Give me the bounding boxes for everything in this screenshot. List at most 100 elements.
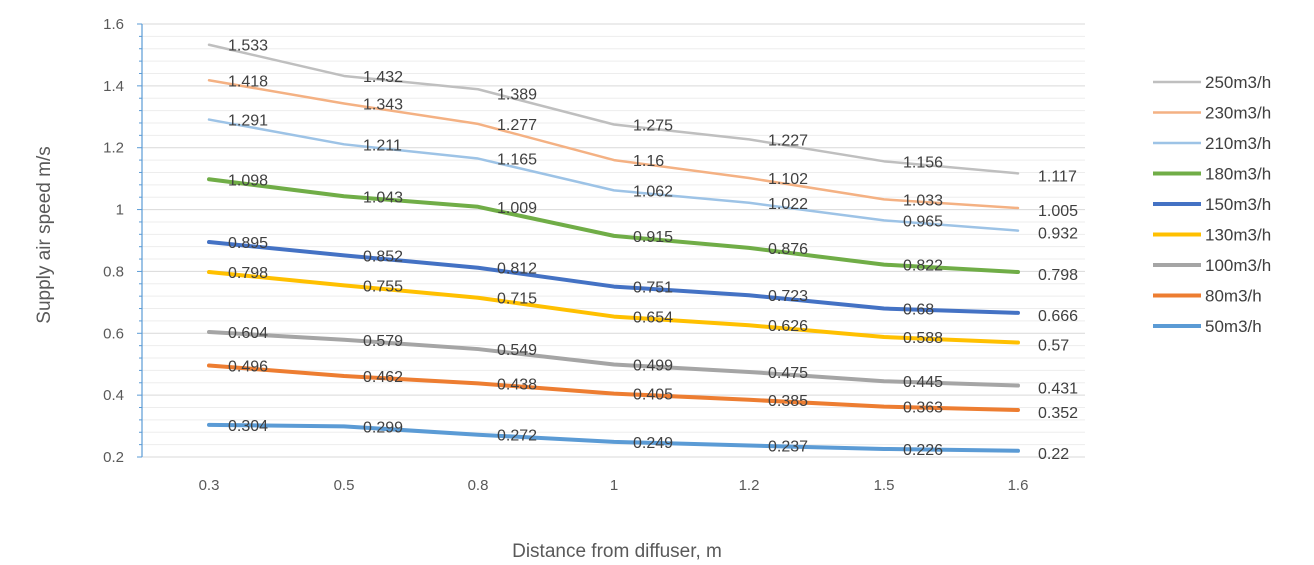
data-label: 1.432 [363, 69, 403, 86]
data-label: 1.389 [497, 86, 537, 103]
data-label: 1.343 [363, 96, 403, 113]
data-label: 0.822 [903, 258, 943, 275]
data-label: 1.418 [228, 73, 268, 90]
data-label: 1.165 [497, 152, 537, 169]
data-label: 0.385 [768, 393, 808, 410]
x-tick-label: 0.8 [468, 477, 489, 494]
data-label: 0.666 [1038, 308, 1078, 325]
data-label: 0.798 [1038, 267, 1078, 284]
data-label: 0.405 [633, 387, 673, 404]
data-label: 1.291 [228, 113, 268, 130]
x-tick-label: 1.6 [1008, 477, 1029, 494]
data-label: 0.755 [363, 278, 403, 295]
data-label: 0.852 [363, 248, 403, 265]
data-label: 0.654 [633, 310, 673, 327]
y-tick-label: 0.8 [103, 263, 124, 280]
data-label: 0.68 [903, 302, 934, 319]
series-lines [207, 43, 1020, 453]
y-tick-label: 0.6 [103, 325, 124, 342]
legend-label: 250m3/h [1205, 73, 1271, 92]
legend-label: 230m3/h [1205, 104, 1271, 123]
data-label: 1.275 [633, 118, 673, 135]
y-tick-label: 1.2 [103, 140, 124, 157]
data-label: 0.751 [633, 280, 673, 297]
series-line-150m3-h [207, 240, 1020, 315]
series-line-130m3-h [207, 270, 1020, 345]
data-label: 0.588 [903, 330, 943, 347]
y-tick-label: 1.6 [103, 16, 124, 33]
data-label: 1.211 [363, 137, 402, 154]
data-label: 0.249 [633, 435, 673, 452]
data-label: 1.16 [633, 153, 664, 170]
data-label: 1.117 [1038, 168, 1077, 185]
data-label: 0.272 [497, 428, 537, 445]
data-label: 0.237 [768, 439, 808, 456]
data-label: 0.431 [1038, 381, 1078, 398]
data-label: 0.579 [363, 333, 403, 350]
data-label: 0.723 [768, 288, 808, 305]
data-label: 0.445 [903, 374, 943, 391]
x-tick-label: 0.5 [334, 477, 355, 494]
data-label: 0.798 [228, 265, 268, 282]
data-label: 0.496 [228, 358, 268, 375]
data-label: 1.009 [497, 200, 537, 217]
data-label: 0.932 [1038, 226, 1078, 243]
legend-label: 80m3/h [1205, 287, 1262, 306]
data-label: 1.156 [903, 154, 943, 171]
data-label: 0.876 [768, 241, 808, 258]
y-tick-label: 1.4 [103, 78, 124, 95]
data-label: 1.098 [228, 172, 268, 189]
data-label: 1.227 [768, 132, 808, 149]
data-label: 0.22 [1038, 446, 1069, 463]
data-label: 1.022 [768, 196, 808, 213]
data-label: 0.304 [228, 418, 268, 435]
data-label: 0.438 [497, 376, 537, 393]
data-label: 0.965 [903, 213, 943, 230]
data-label: 1.005 [1038, 203, 1078, 220]
x-tick-label: 1 [610, 477, 618, 494]
data-label: 0.626 [768, 318, 808, 335]
data-label: 0.352 [1038, 405, 1078, 422]
data-label: 0.57 [1038, 338, 1069, 355]
axes: 0.2 0.4 0.6 0.8 1 1.2 1.4 1.6 0.3 0.5 0.8 1 1.2 1.5 1.… [103, 16, 1028, 494]
data-label: 1.062 [633, 183, 673, 200]
data-label: 0.462 [363, 369, 403, 386]
data-label: 0.299 [363, 419, 403, 436]
data-labels: 1.533 1.432 1.389 1.275 1.227 1.156 1.117 1.418… [228, 38, 1078, 463]
data-label: 1.033 [903, 192, 943, 209]
legend-label: 100m3/h [1205, 256, 1271, 275]
series-line-50m3-h [207, 422, 1020, 453]
legend-label: 210m3/h [1205, 134, 1271, 153]
x-tick-label: 1.2 [739, 477, 760, 494]
legend-label: 180m3/h [1205, 165, 1271, 184]
y-tick-label: 0.4 [103, 387, 124, 404]
data-label: 1.102 [768, 171, 808, 188]
series-line-100m3-h [207, 330, 1020, 388]
x-axis-title: Distance from diffuser, m [512, 541, 722, 562]
data-label: 0.715 [497, 291, 537, 308]
legend-label: 50m3/h [1205, 317, 1262, 336]
data-label: 0.226 [903, 442, 943, 459]
series-line-230m3-h [207, 79, 1020, 210]
legend: 250m3/h 230m3/h 210m3/h 180m3/h 150m3/h 130m3… [1153, 73, 1271, 336]
y-tick-label: 1 [116, 202, 124, 219]
series-line-210m3-h [207, 118, 1020, 232]
x-tick-label: 0.3 [199, 477, 220, 494]
data-label: 0.363 [903, 400, 943, 417]
data-label: 0.475 [768, 365, 808, 382]
data-label: 0.812 [497, 261, 537, 278]
data-label: 0.549 [497, 342, 537, 359]
y-tick-label: 0.2 [103, 449, 124, 466]
series-line-80m3-h [207, 363, 1020, 412]
data-label: 1.533 [228, 38, 268, 55]
data-label: 0.895 [228, 235, 268, 252]
series-line-180m3-h [207, 177, 1020, 275]
x-tick-label: 1.5 [874, 477, 895, 494]
y-axis-title: Supply air speed m/s [34, 146, 55, 323]
legend-label: 130m3/h [1205, 226, 1271, 245]
series-line-250m3-h [207, 43, 1020, 175]
data-label: 1.043 [363, 189, 403, 206]
data-label: 1.277 [497, 117, 537, 134]
